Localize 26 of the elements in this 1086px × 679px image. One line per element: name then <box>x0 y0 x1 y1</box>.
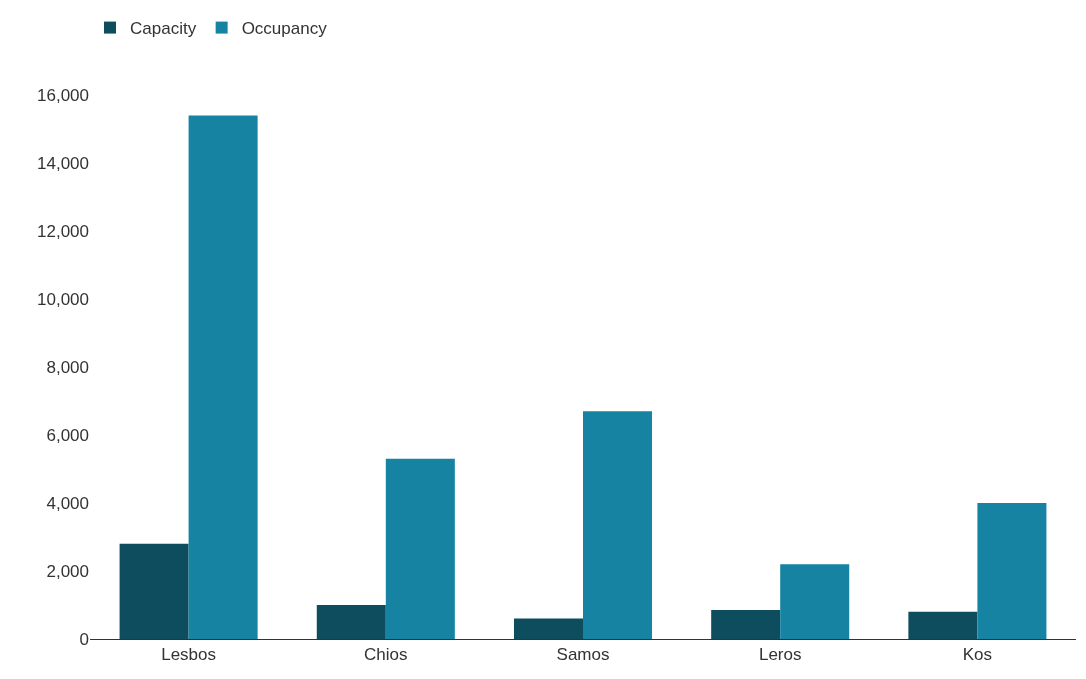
bar <box>711 610 781 639</box>
bar <box>977 503 1047 639</box>
x-tick-label: Kos <box>962 645 993 665</box>
x-tick-label: Leros <box>758 645 802 665</box>
y-tick-label: 4,000 <box>46 493 89 513</box>
x-tick-label: Lesbos <box>161 645 217 665</box>
y-tick-label: 0 <box>79 629 89 649</box>
y-tick-label: 8,000 <box>46 357 89 377</box>
legend-label: Capacity <box>130 19 197 39</box>
x-tick-label: Chios <box>364 645 408 665</box>
bar <box>583 411 653 639</box>
y-tick-label: 2,000 <box>46 561 89 581</box>
bar <box>188 115 258 639</box>
y-tick-label: 12,000 <box>37 221 89 241</box>
bar <box>513 618 583 639</box>
x-tick-label: Samos <box>556 645 610 665</box>
legend-label: Occupancy <box>241 19 328 39</box>
y-tick-label: 6,000 <box>46 425 89 445</box>
bar <box>119 543 189 639</box>
bar <box>908 611 978 639</box>
y-tick-label: 10,000 <box>37 289 89 309</box>
bar <box>316 605 386 639</box>
y-tick-label: 14,000 <box>37 153 89 173</box>
bar <box>385 458 455 639</box>
bar <box>780 564 850 639</box>
y-tick-label: 16,000 <box>37 85 89 105</box>
